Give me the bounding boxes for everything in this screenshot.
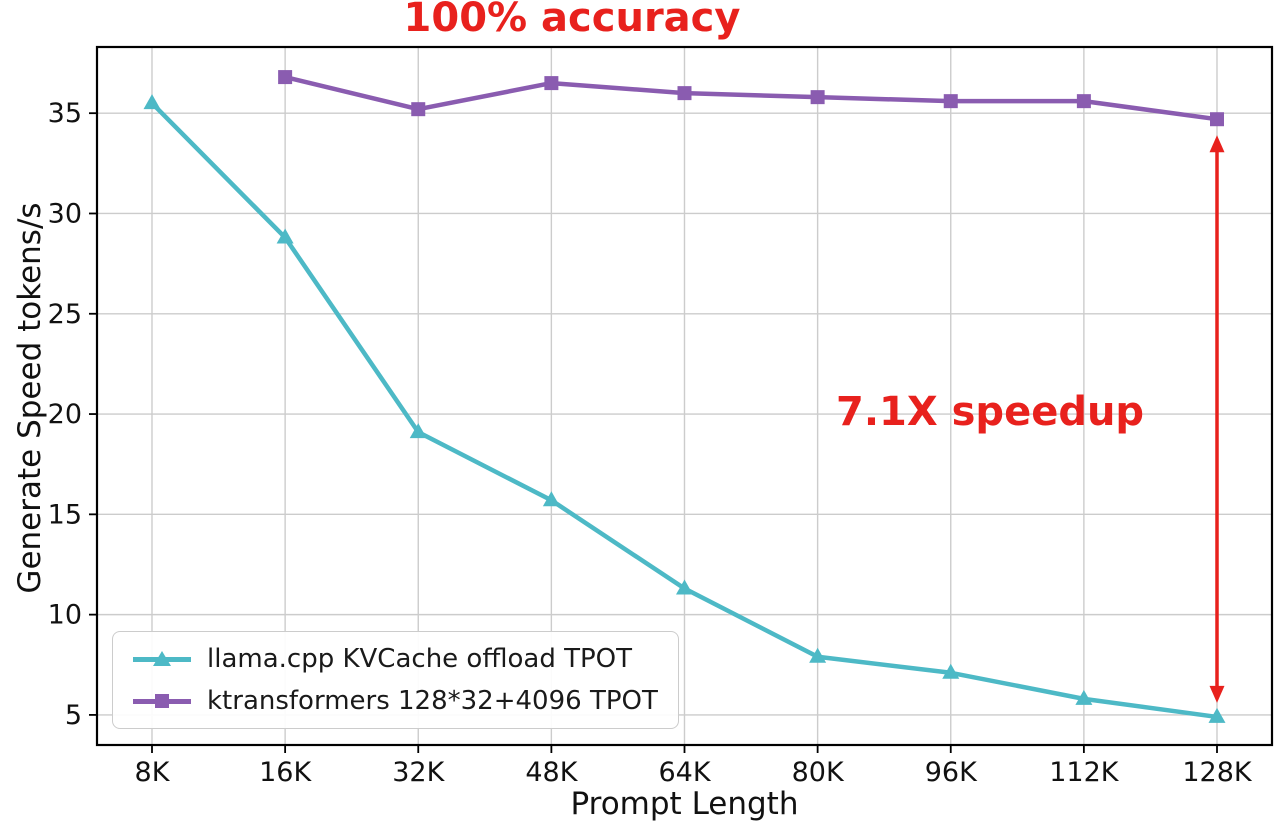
triangle-marker bbox=[676, 579, 693, 595]
x-axis-label: Prompt Length bbox=[570, 786, 799, 822]
legend-item-ktransformers: ktransformers 128*32+4096 TPOT bbox=[133, 686, 658, 716]
x-tick-label: 96K bbox=[925, 757, 978, 788]
legend-sample bbox=[133, 691, 191, 711]
y-tick-label: 25 bbox=[48, 299, 82, 330]
arrow-head-up-icon bbox=[1209, 135, 1225, 153]
arrow-head-down-icon bbox=[1209, 685, 1225, 703]
square-marker bbox=[943, 94, 958, 109]
legend-square-marker-icon bbox=[155, 694, 169, 708]
y-tick-label: 15 bbox=[48, 499, 82, 530]
triangle-marker bbox=[809, 647, 827, 663]
legend: llama.cpp KVCache offload TPOT ktransfor… bbox=[112, 631, 679, 729]
series-line-square bbox=[282, 74, 1220, 122]
legend-label-ktransformers: ktransformers 128*32+4096 TPOT bbox=[207, 686, 658, 716]
y-tick-label: 10 bbox=[48, 600, 82, 631]
square-marker bbox=[677, 86, 692, 101]
square-marker bbox=[810, 90, 825, 105]
legend-triangle-marker-icon bbox=[153, 651, 171, 666]
x-tick-label: 16K bbox=[259, 757, 312, 788]
triangle-marker bbox=[143, 94, 161, 110]
accuracy-annotation: 100% accuracy bbox=[403, 0, 741, 41]
triangle-marker bbox=[276, 228, 294, 244]
y-axis-label: Generate Speed tokens/s bbox=[12, 202, 48, 594]
x-tick-label: 48K bbox=[525, 757, 578, 788]
speedup-annotation: 7.1X speedup bbox=[836, 389, 1145, 435]
square-marker bbox=[1210, 112, 1224, 127]
square-marker bbox=[1076, 94, 1091, 109]
legend-item-llamacpp: llama.cpp KVCache offload TPOT bbox=[133, 644, 658, 674]
triangle-marker bbox=[1208, 707, 1226, 723]
triangle-marker bbox=[542, 491, 560, 507]
legend-sample bbox=[133, 649, 191, 669]
x-tick-label: 64K bbox=[658, 757, 711, 788]
triangle-marker bbox=[409, 423, 427, 439]
y-tick-label: 20 bbox=[48, 399, 82, 430]
y-tick-label: 30 bbox=[48, 198, 82, 229]
x-tick-label: 32K bbox=[392, 757, 445, 788]
x-tick-label: 80K bbox=[792, 757, 845, 788]
square-marker bbox=[544, 76, 559, 91]
x-tick-label: 128K bbox=[1182, 757, 1253, 788]
y-tick-label: 35 bbox=[48, 98, 82, 129]
y-tick-label: 5 bbox=[65, 700, 82, 731]
triangle-marker bbox=[942, 663, 960, 679]
x-tick-label: 8K bbox=[135, 757, 171, 788]
legend-label-llamacpp: llama.cpp KVCache offload TPOT bbox=[207, 644, 632, 674]
square-marker bbox=[278, 70, 293, 85]
x-tick-label: 112K bbox=[1049, 757, 1120, 788]
square-marker bbox=[411, 102, 426, 117]
triangle-marker bbox=[1075, 689, 1093, 705]
